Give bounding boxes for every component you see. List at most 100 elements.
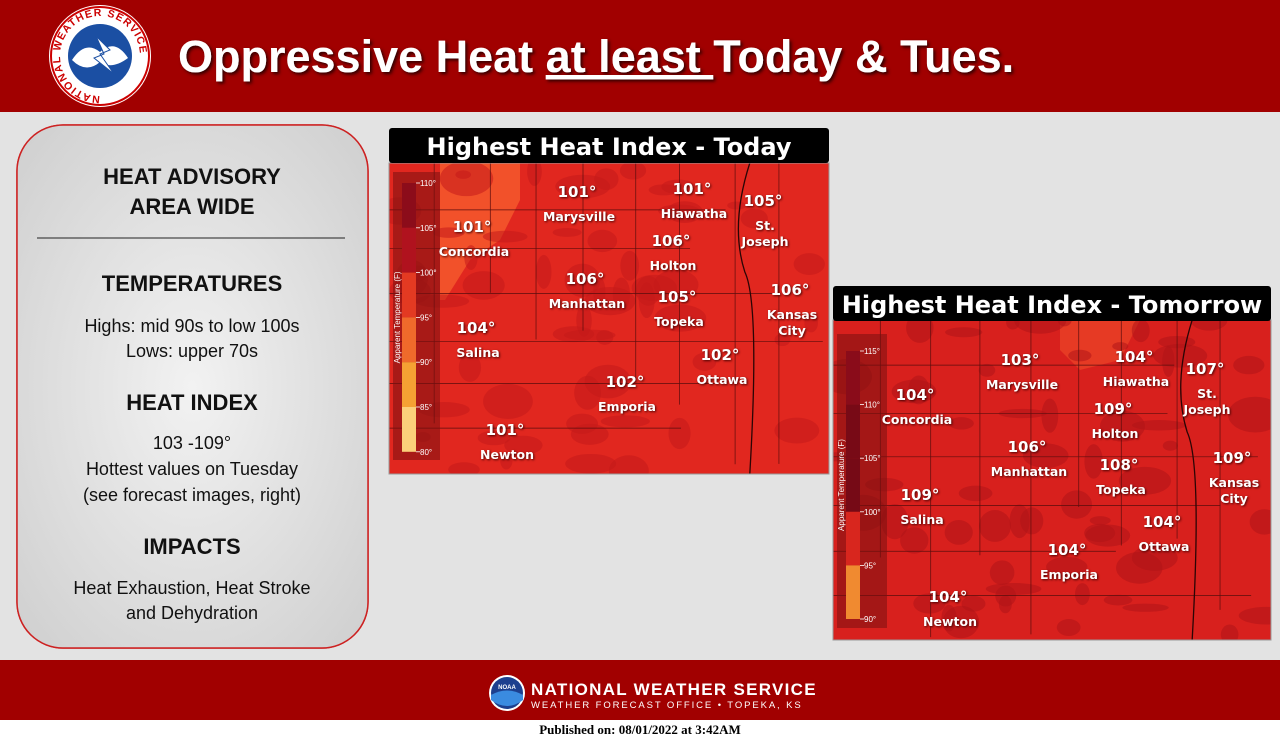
legend-tick-label: 110° bbox=[864, 401, 880, 410]
map-heat-blob bbox=[565, 453, 617, 474]
legend-tick-label: 100° bbox=[864, 508, 881, 517]
map-heat-blob bbox=[570, 423, 609, 445]
map-heat-blob bbox=[945, 327, 983, 338]
map-heat-blob bbox=[978, 363, 996, 377]
published-band bbox=[0, 720, 1280, 740]
city-temp: 101° bbox=[486, 421, 525, 439]
map-title-bar bbox=[389, 128, 829, 163]
section-line: Lows: upper 70s bbox=[126, 341, 258, 361]
map-heat-blob bbox=[1009, 504, 1030, 539]
map-heat-blob bbox=[1153, 343, 1208, 368]
legend-swatch bbox=[402, 272, 416, 318]
city-name: Ottawa bbox=[1139, 539, 1190, 554]
map-heat-blob bbox=[1084, 523, 1116, 543]
map-heat-blob bbox=[638, 282, 655, 319]
legend-tick-label: 95° bbox=[420, 313, 432, 322]
city-name: Kansas bbox=[1209, 475, 1259, 490]
map-heat-blob bbox=[535, 254, 552, 289]
city-name: Manhattan bbox=[991, 464, 1067, 479]
map-heat-blob bbox=[804, 313, 818, 333]
map-background bbox=[833, 320, 1271, 640]
map-heat-blob bbox=[600, 415, 650, 428]
legend-tick-label: 115° bbox=[864, 347, 880, 356]
legend-swatch bbox=[402, 362, 416, 407]
legend-tick-label: 80° bbox=[420, 448, 432, 457]
legend-axis-label: Apparent Temperature (F) bbox=[393, 271, 402, 363]
map-heat-blob bbox=[1132, 420, 1187, 431]
city-name: Concordia bbox=[882, 412, 953, 427]
city-temp: 102° bbox=[606, 373, 645, 391]
map-body: 110° 105° 100° 95° 90° 85° 80° Apparent Tempera… bbox=[389, 163, 829, 474]
map-heat-blob bbox=[482, 230, 528, 243]
section-line: and Dehydration bbox=[126, 603, 258, 623]
map-heat-blob bbox=[653, 269, 699, 300]
city-temp: 105° bbox=[744, 192, 783, 210]
map-heat-blob bbox=[668, 417, 691, 450]
map-heat-blob bbox=[432, 227, 465, 238]
map-heat-blob bbox=[1041, 398, 1059, 433]
map-heat-blob bbox=[793, 253, 825, 275]
map-heat-blob bbox=[1162, 440, 1178, 451]
legend-swatch bbox=[402, 317, 416, 363]
city-temp: 109° bbox=[1213, 449, 1252, 467]
map-heat-blob bbox=[1112, 342, 1129, 351]
city-name: City bbox=[778, 323, 806, 338]
map-heat-blob bbox=[658, 204, 700, 218]
legend-tick-label: 110° bbox=[420, 179, 436, 188]
noaa-logo-text: NOAA bbox=[498, 685, 516, 691]
map-heat-blob bbox=[881, 503, 909, 540]
map-heat-blob bbox=[1131, 320, 1150, 343]
map-heat-blob bbox=[1014, 320, 1067, 334]
map-heat-blob bbox=[944, 520, 973, 545]
map-heat-blob bbox=[1074, 583, 1090, 606]
map-heat-blob bbox=[504, 435, 543, 455]
city-temp: 106° bbox=[566, 270, 605, 288]
map-heat-blob bbox=[1099, 410, 1145, 442]
map-heat-blob bbox=[620, 250, 640, 281]
map-heat-blob bbox=[1122, 603, 1169, 612]
map-heat-blob bbox=[1022, 443, 1069, 469]
heat-map: 110° 105° 100° 95° 90° 85° 80° Apparent Tempera… bbox=[388, 128, 830, 475]
map-heat-blob bbox=[619, 163, 647, 180]
map-heat-blob bbox=[906, 320, 934, 343]
section-heading: TEMPERATURES bbox=[102, 271, 283, 296]
city-temp: 104° bbox=[457, 319, 496, 337]
city-temp: 107° bbox=[1186, 360, 1225, 378]
legend-swatch bbox=[846, 511, 860, 566]
map-heat-blob bbox=[563, 329, 616, 341]
map-title-bar bbox=[833, 286, 1271, 321]
title-underlined: at least bbox=[546, 31, 714, 82]
map-heat-blob bbox=[552, 227, 582, 237]
city-name: Topeka bbox=[1096, 482, 1146, 497]
map-heat-blob bbox=[774, 417, 820, 444]
sidebar: HEAT ADVISORY AREA WIDE TEMPERATURES Highs:… bbox=[37, 164, 345, 623]
city-name: Manhattan bbox=[549, 296, 625, 311]
map-heat-blob bbox=[1220, 624, 1239, 640]
map-heat-blob bbox=[1238, 606, 1271, 625]
map-heat-blob bbox=[1068, 349, 1092, 362]
legend-tick-label: 100° bbox=[420, 269, 437, 278]
city-temp: 101° bbox=[558, 183, 597, 201]
map-heat-blob bbox=[692, 352, 717, 371]
city-name: Concordia bbox=[439, 244, 510, 259]
map-heat-blob bbox=[1089, 516, 1111, 525]
map-heat-blob bbox=[654, 304, 707, 332]
city-name: Joseph bbox=[740, 234, 788, 249]
map-heat-blob bbox=[1118, 466, 1172, 495]
map-heat-blob bbox=[913, 593, 946, 614]
city-name: Newton bbox=[480, 447, 534, 462]
map-heat-blob bbox=[727, 201, 747, 210]
map-heat-blob bbox=[998, 595, 1012, 614]
section-line: (see forecast images, right) bbox=[83, 485, 301, 505]
advisory-line: HEAT ADVISORY bbox=[103, 164, 281, 189]
city-temp: 104° bbox=[1115, 348, 1154, 366]
section-heading: HEAT INDEX bbox=[126, 390, 258, 415]
city-name: Holton bbox=[1092, 426, 1139, 441]
map-heat-blob bbox=[448, 462, 480, 474]
legend-swatch bbox=[846, 565, 860, 619]
city-name: Ottawa bbox=[697, 372, 748, 387]
city-temp: 106° bbox=[1008, 438, 1047, 456]
city-name: St. bbox=[755, 218, 775, 233]
map-heat-blob bbox=[900, 527, 929, 554]
